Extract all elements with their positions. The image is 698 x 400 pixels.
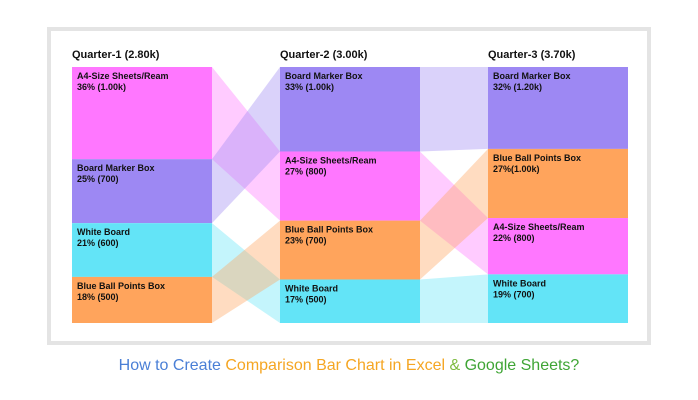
connector-board-marker-box-q1-q2 (212, 67, 280, 224)
segment-label-name: White Board (77, 227, 130, 237)
bar-segment-white-board-q3 (488, 274, 628, 323)
bar-segment-board-marker-box-q3 (488, 67, 628, 149)
segment-label-value: 36% (1.00k) (77, 82, 126, 92)
segment-label-name: Blue Ball Points Box (493, 153, 581, 163)
bar-segment-board-marker-box-q2 (280, 67, 420, 152)
segment-label-name: A4-Size Sheets/Ream (285, 155, 377, 165)
bar-segment-a4-size-sheets-ream-q2 (280, 151, 420, 221)
segment-label-name: Blue Ball Points Box (77, 281, 165, 291)
bar-segment-board-marker-box-q1 (72, 159, 212, 224)
segment-label-value: 23% (700) (285, 236, 327, 246)
connector-blue-ball-points-box-q2-q3 (420, 148, 488, 280)
segment-label-name: Board Marker Box (493, 71, 571, 81)
connector-white-board-q1-q2 (212, 223, 280, 323)
caption-part-3: & (445, 357, 465, 374)
segment-label-value: 27% (800) (285, 166, 327, 176)
segment-label-name: Blue Ball Points Box (285, 225, 373, 235)
caption-part-2: Comparison Bar Chart in Excel (225, 357, 446, 374)
segment-label-value: 33% (1.00k) (285, 82, 334, 92)
segment-label-name: A4-Size Sheets/Ream (77, 71, 169, 81)
segment-label-value: 25% (700) (77, 174, 119, 184)
column-header-q2: Quarter-2 (3.00k) (280, 49, 368, 61)
caption: How to Create Comparison Bar Chart in Ex… (0, 357, 698, 375)
bar-segment-a4-size-sheets-ream-q3 (488, 218, 628, 275)
bar-group (72, 67, 628, 323)
label-group: Quarter-1 (2.80k)A4-Size Sheets/Ream36% … (72, 49, 585, 304)
connector-group (212, 67, 488, 323)
bar-segment-blue-ball-points-box-q2 (280, 220, 420, 280)
connector-white-board-q2-q3 (420, 274, 488, 323)
segment-label-name: Board Marker Box (285, 71, 363, 81)
bar-segment-white-board-q2 (280, 279, 420, 323)
bar-segment-blue-ball-points-box-q3 (488, 148, 628, 219)
chart-frame: Quarter-1 (2.80k) A4-Size Sheets/Ream 36% … (47, 27, 651, 345)
segment-label-value: 18% (500) (77, 292, 119, 302)
segment-label-name: White Board (493, 278, 546, 288)
segment-label-value: 19% (700) (493, 289, 535, 299)
bar-segment-blue-ball-points-box-q1 (72, 276, 212, 323)
segment-label-name: Board Marker Box (77, 163, 155, 173)
caption-part-1: How to Create (118, 357, 226, 374)
column-header-q3: Quarter-3 (3.70k) (488, 49, 576, 61)
segment-label-value: 17% (500) (285, 294, 327, 304)
segment-label-value: 22% (800) (493, 233, 535, 243)
caption-part-4: Google Sheets? (464, 357, 580, 374)
bar-segment-white-board-q1 (72, 223, 212, 277)
comparison-bar-chart: Quarter-1 (2.80k)A4-Size Sheets/Ream36% … (72, 49, 628, 323)
column-header-q1: Quarter-1 (2.80k) (72, 49, 160, 61)
bar-segment-a4-size-sheets-ream-q1 (72, 67, 212, 160)
segment-label-value: 21% (600) (77, 238, 119, 248)
segment-label-name: White Board (285, 283, 338, 293)
segment-label-value: 27%(1.00k) (493, 164, 540, 174)
segment-label-value: 32% (1.20k) (493, 82, 542, 92)
connector-a4-size-sheets-ream-q1-q2 (212, 67, 280, 221)
connector-a4-size-sheets-ream-q2-q3 (420, 151, 488, 275)
segment-label-name: A4-Size Sheets/Ream (493, 222, 585, 232)
connector-blue-ball-points-box-q1-q2 (212, 220, 280, 323)
connector-board-marker-box-q2-q3 (420, 67, 488, 152)
